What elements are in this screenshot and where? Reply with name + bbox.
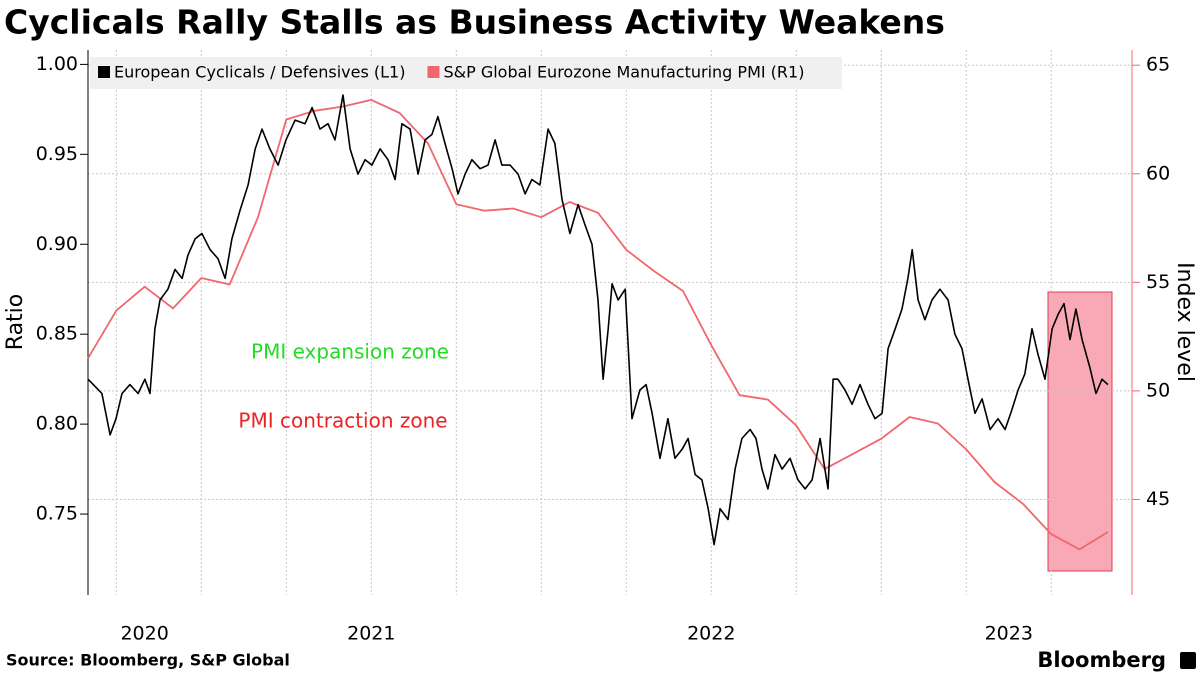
y2-tick-label: 50 (1146, 379, 1170, 401)
annotation: PMI contraction zone (238, 409, 447, 433)
highlight-box (1047, 291, 1113, 572)
x-tick-label: 2021 (347, 623, 395, 645)
x-tick-label: 2020 (120, 623, 168, 645)
legend-label: S&P Global Eurozone Manufacturing PMI (R… (443, 63, 804, 82)
legend-box (90, 57, 842, 89)
legend-swatch (98, 66, 110, 78)
series-line (87, 94, 1109, 546)
y-tick-label: 0.80 (36, 413, 78, 435)
y-axis-label: Ratio (3, 294, 28, 350)
y-tick-label: 0.85 (36, 323, 78, 345)
series-line (87, 99, 1109, 551)
brand: Bloomberg (1037, 648, 1166, 672)
y-tick-label: 0.90 (36, 233, 78, 255)
y-tick-label: 0.75 (36, 503, 78, 525)
y2-tick-label: 65 (1146, 54, 1170, 76)
y-tick-label: 1.00 (36, 53, 78, 75)
y2-tick-label: 45 (1146, 488, 1170, 510)
y2-tick-label: 55 (1146, 271, 1170, 293)
annotation: PMI expansion zone (251, 340, 449, 364)
y2-tick-label: 60 (1146, 162, 1170, 184)
chart-title: Cyclicals Rally Stalls as Business Activ… (4, 3, 945, 42)
legend-label: European Cyclicals / Defensives (L1) (114, 63, 405, 82)
legend-swatch (427, 66, 440, 78)
y2-axis-label: Index level (1172, 262, 1197, 382)
x-tick-label: 2022 (687, 623, 735, 645)
brand-icon (1180, 652, 1196, 669)
x-tick-label: 2023 (985, 623, 1033, 645)
y-tick-label: 0.95 (36, 143, 78, 165)
source: Source: Bloomberg, S&P Global (6, 651, 290, 670)
